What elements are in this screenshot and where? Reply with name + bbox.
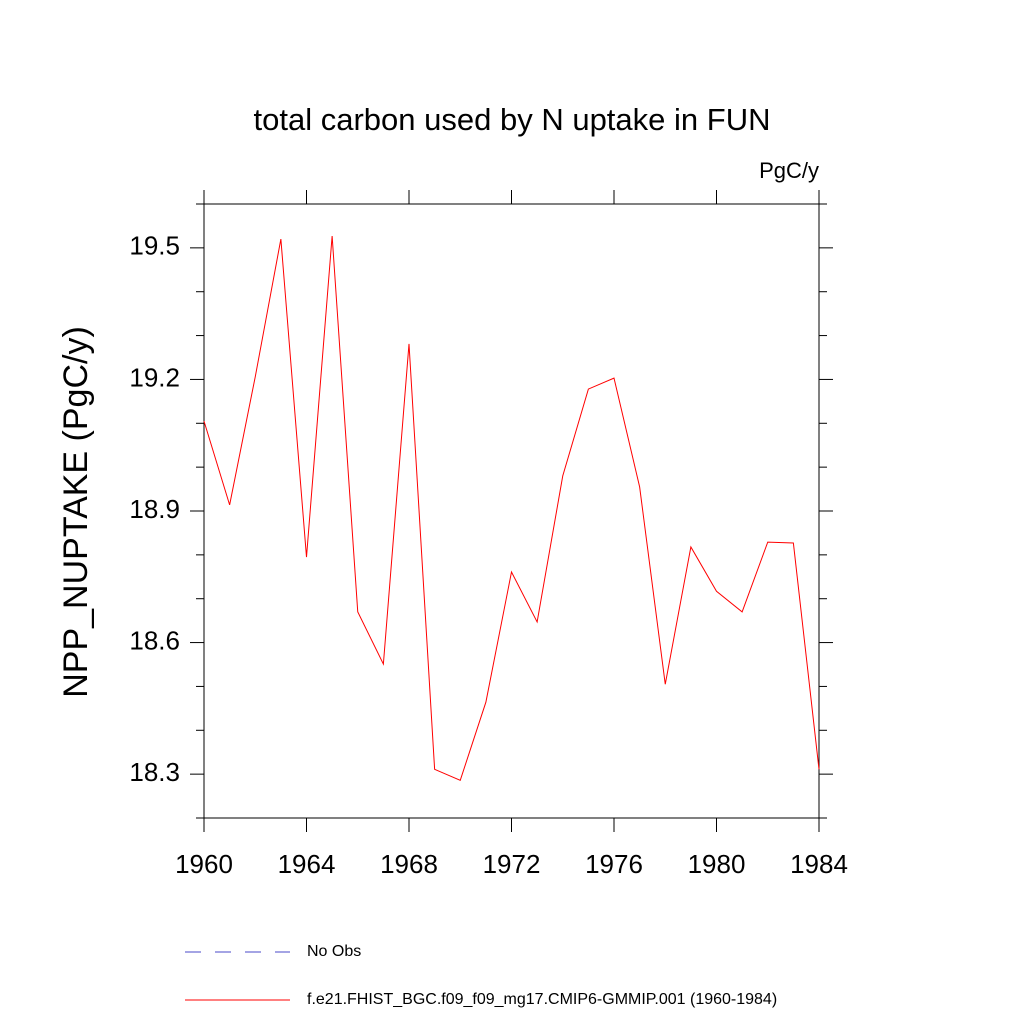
units-label: PgC/y (759, 158, 819, 183)
x-tick-label: 1980 (688, 849, 746, 879)
y-tick-label: 19.5 (129, 231, 180, 261)
y-axis-label: NPP_NUPTAKE (PgC/y) (57, 326, 95, 698)
y-tick-label: 18.6 (129, 625, 180, 655)
y-tick-label: 18.9 (129, 494, 180, 524)
x-tick-label: 1984 (790, 849, 848, 879)
x-tick-label: 1964 (278, 849, 336, 879)
data-line (203, 235, 820, 781)
legend-label: No Obs (307, 943, 361, 960)
x-tick-label: 1972 (483, 849, 541, 879)
x-tick-label: 1976 (585, 849, 643, 879)
x-tick-label: 1968 (380, 849, 438, 879)
plot-frame (203, 203, 820, 819)
y-tick-label: 18.3 (129, 757, 180, 787)
chart-title: total carbon used by N uptake in FUN (254, 102, 771, 137)
y-tick-label: 19.2 (129, 362, 180, 392)
x-tick-label: 1960 (175, 849, 233, 879)
legend-label: f.e21.FHIST_BGC.f09_f09_mg17.CMIP6-GMMIP… (307, 991, 777, 1008)
